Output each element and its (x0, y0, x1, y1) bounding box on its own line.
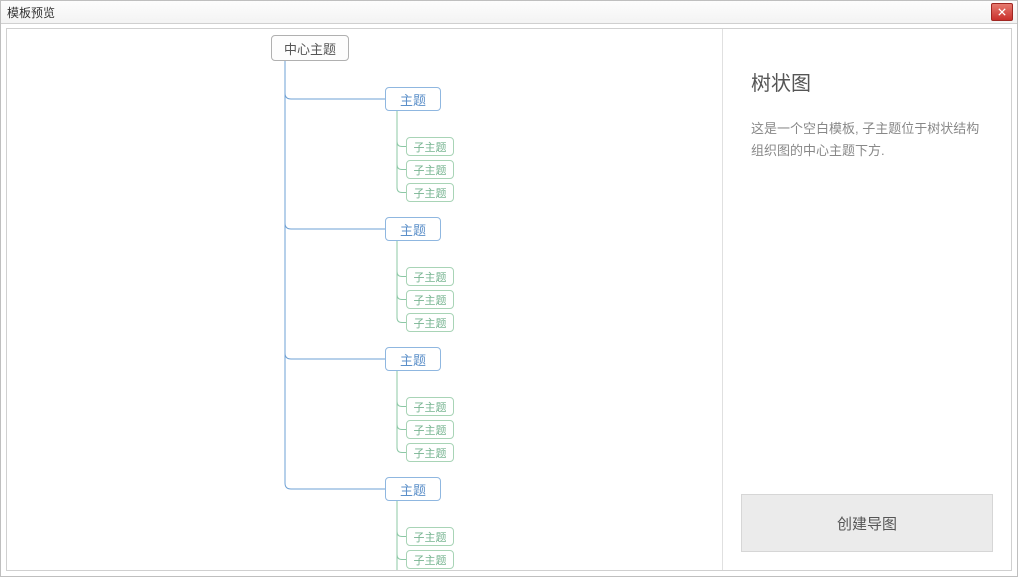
tree-subtopic: 子主题 (406, 550, 454, 569)
tree-subtopic: 子主题 (406, 267, 454, 286)
tree-subtopic: 子主题 (406, 443, 454, 462)
tree-subtopic: 子主题 (406, 290, 454, 309)
content-area: 中心主题主题子主题子主题子主题主题子主题子主题子主题主题子主题子主题子主题主题子… (6, 28, 1012, 571)
close-icon (998, 8, 1006, 16)
template-description: 这是一个空白模板, 子主题位于树状结构组织图的中心主题下方. (751, 118, 983, 162)
tree-topic: 主题 (385, 217, 441, 241)
tree-subtopic: 子主题 (406, 420, 454, 439)
tree-topic: 主题 (385, 347, 441, 371)
window-title: 模板预览 (7, 4, 991, 21)
close-button[interactable] (991, 3, 1013, 21)
create-map-button[interactable]: 创建导图 (741, 494, 993, 552)
tree-topic: 主题 (385, 87, 441, 111)
tree-subtopic: 子主题 (406, 183, 454, 202)
create-map-label: 创建导图 (837, 513, 897, 534)
tree-subtopic: 子主题 (406, 397, 454, 416)
preview-window: 模板预览 中心主题主题子主题子主题子主题主题子主题子主题子主题主题子主题子主题子… (0, 0, 1018, 577)
tree-topic: 主题 (385, 477, 441, 501)
tree-subtopic: 子主题 (406, 313, 454, 332)
preview-pane: 中心主题主题子主题子主题子主题主题子主题子主题子主题主题子主题子主题子主题主题子… (7, 29, 723, 570)
tree-diagram-connectors (7, 29, 723, 570)
titlebar: 模板预览 (1, 1, 1017, 24)
template-title: 树状图 (751, 67, 983, 96)
tree-subtopic: 子主题 (406, 527, 454, 546)
tree-subtopic: 子主题 (406, 137, 454, 156)
tree-root: 中心主题 (271, 35, 349, 61)
info-pane: 树状图 这是一个空白模板, 子主题位于树状结构组织图的中心主题下方. 创建导图 (723, 29, 1011, 570)
tree-subtopic: 子主题 (406, 160, 454, 179)
